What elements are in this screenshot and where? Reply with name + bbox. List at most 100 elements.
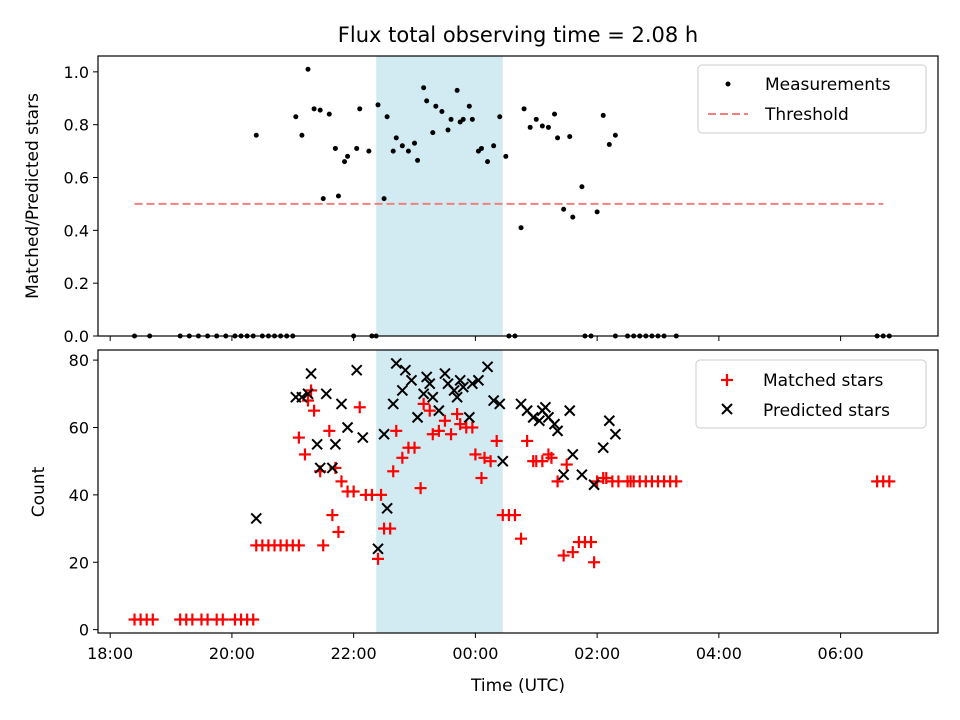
matched-star-point [396,451,409,464]
predicted-star-point [439,367,451,380]
predicted-star-point [390,357,402,370]
predicted-star-point [381,502,393,515]
legend-matched-label: Matched stars [763,371,883,391]
predicted-star-stroke [448,384,460,397]
predicted-star-point [302,388,314,400]
measurement-point [600,112,606,118]
predicted-star-point [305,367,317,380]
matched-star-point [551,475,564,488]
measurement-point [561,206,567,212]
ratio-measurements [132,66,892,339]
matched-star-point [375,488,388,501]
predicted-star-stroke [457,381,469,393]
matched-star-point [216,613,229,626]
x-axis-label: Time (UTC) [470,676,565,696]
legend-matched-marker [721,374,733,386]
matched-star-point [326,509,339,522]
predicted-star-point [487,394,500,407]
matched-star-point [292,431,305,444]
measurement-point [305,66,311,72]
predicted-star-stroke [417,388,430,400]
predicted-star-point [329,438,342,451]
measurement-point [421,85,427,91]
predicted-star-point [320,388,332,400]
ratio-legend-box [697,64,927,134]
matched-star-point [353,401,366,414]
legend-threshold-label: Threshold [764,105,849,125]
matched-star-point [408,441,421,454]
ratio-y-tick-label: 0.8 [64,116,89,135]
matched-star-point [317,539,330,552]
predicted-star-point [326,462,339,474]
measurement-point [503,153,509,159]
count-axes-frame [97,349,939,634]
count-legend-box [695,359,927,429]
matched-star-point [670,475,683,488]
count-y-tick-label: 0 [79,621,89,640]
predicted-star-stroke [472,374,485,387]
predicted-star-point [372,543,384,555]
predicted-star-stroke [250,512,262,525]
predicted-star-point [457,381,469,393]
count-y-tick-label: 40 [69,486,89,505]
measurement-point [354,145,360,151]
predicted-star-point [548,418,561,430]
predicted-star-point [603,415,616,427]
measurement-point [518,225,524,231]
legend-measurements-marker [725,81,731,87]
predicted-star-stroke [320,388,332,400]
count-x-tick-label: 00:00 [452,644,498,663]
measurement-point [357,106,363,112]
predicted-star-stroke [442,377,454,390]
predicted-star-point [399,364,412,376]
measurement-point [430,130,436,136]
matched-star-point [588,556,601,569]
matched-star-point [883,475,896,488]
matched-star-point [387,465,400,478]
ratio-x-ticks [109,336,842,341]
predicted-star-stroke [350,364,363,376]
predicted-star-stroke [497,455,509,467]
predicted-star-stroke [487,394,500,407]
predicted-star-stroke [576,468,588,481]
predicted-star-point [494,398,506,410]
count-predicted-series [250,357,622,555]
predicted-star-stroke [372,543,384,555]
count-y-tick-label: 80 [69,351,89,370]
predicted-star-point [405,374,418,387]
matched-star-point [508,509,521,522]
measurement-point [555,135,561,141]
predicted-star-stroke [311,438,323,451]
measurement-point [320,196,326,202]
measurement-point [579,184,585,190]
predicted-star-point [551,425,564,437]
matched-star-point [417,397,430,410]
predicted-star-point [396,384,409,397]
measurement-point [412,140,418,146]
measurement-point [521,106,527,112]
predicted-star-stroke [527,411,539,424]
predicted-star-point [463,411,476,424]
ratio-panel: 0.0 0.2 0.4 0.6 0.8 1.0 Matched/Predicted sta… [23,55,939,346]
matched-star-point [247,613,260,626]
predicted-star-stroke [381,502,393,515]
predicted-star-stroke [542,411,555,424]
predicted-star-point [597,441,609,454]
matched-star-point [292,539,305,552]
predicted-star-stroke [515,398,527,410]
measurement-point [485,159,491,165]
matched-star-point [560,458,573,471]
matched-star-point [335,475,348,488]
matched-star-point [445,428,458,441]
count-y-axis: 0 20 40 60 80 [69,351,98,640]
predicted-star-point [314,462,326,474]
predicted-star-point [466,377,479,390]
measurement-point [567,134,573,140]
measurement-point [253,132,259,138]
legend-predicted-label: Predicted stars [763,401,890,421]
predicted-star-point [411,411,424,424]
measurement-point [594,209,600,215]
predicted-star-point [451,391,463,403]
predicted-star-point [357,431,369,444]
count-y-tick-label: 60 [69,418,89,437]
